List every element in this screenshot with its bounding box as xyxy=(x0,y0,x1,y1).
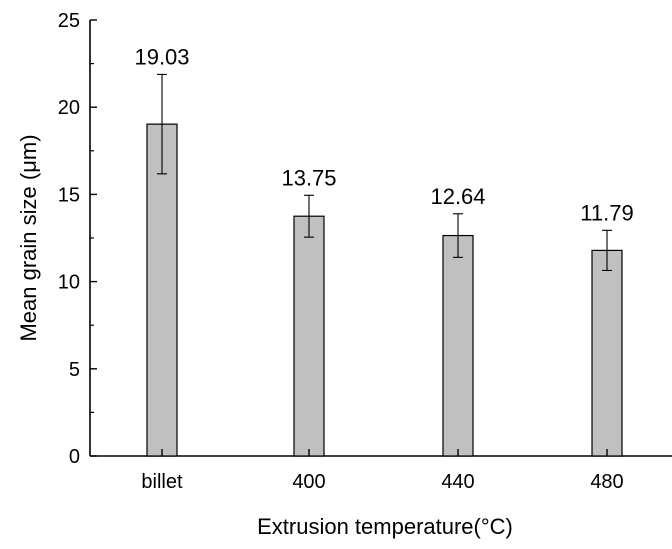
y-tick-label: 10 xyxy=(58,272,80,294)
y-tick-label: 20 xyxy=(58,97,80,119)
bar xyxy=(293,215,325,457)
chart-marks: 0 5 10 15 20 25 19.03 billet 13.75 400 12.64 440 11.… xyxy=(58,10,634,493)
x-tick-label: 440 xyxy=(441,471,474,493)
x-tick-label: billet xyxy=(141,471,183,493)
data-label: 13.75 xyxy=(281,165,336,190)
y-tick-label: 0 xyxy=(69,446,80,468)
bar xyxy=(442,234,474,457)
y-tick-label: 15 xyxy=(58,184,80,206)
y-tick-label: 25 xyxy=(58,10,80,32)
x-tick-label: 400 xyxy=(292,471,325,493)
y-tick-label: 5 xyxy=(69,359,80,381)
data-label: 12.64 xyxy=(430,184,485,209)
y-axis-title: Mean grain size (μm) xyxy=(16,134,41,341)
x-axis-title: Extrusion temperature(°C) xyxy=(257,514,513,539)
bar xyxy=(591,249,623,457)
data-label: 11.79 xyxy=(580,200,633,225)
bar xyxy=(146,123,178,457)
x-tick-label: 480 xyxy=(590,471,623,493)
data-label: 19.03 xyxy=(134,44,189,69)
